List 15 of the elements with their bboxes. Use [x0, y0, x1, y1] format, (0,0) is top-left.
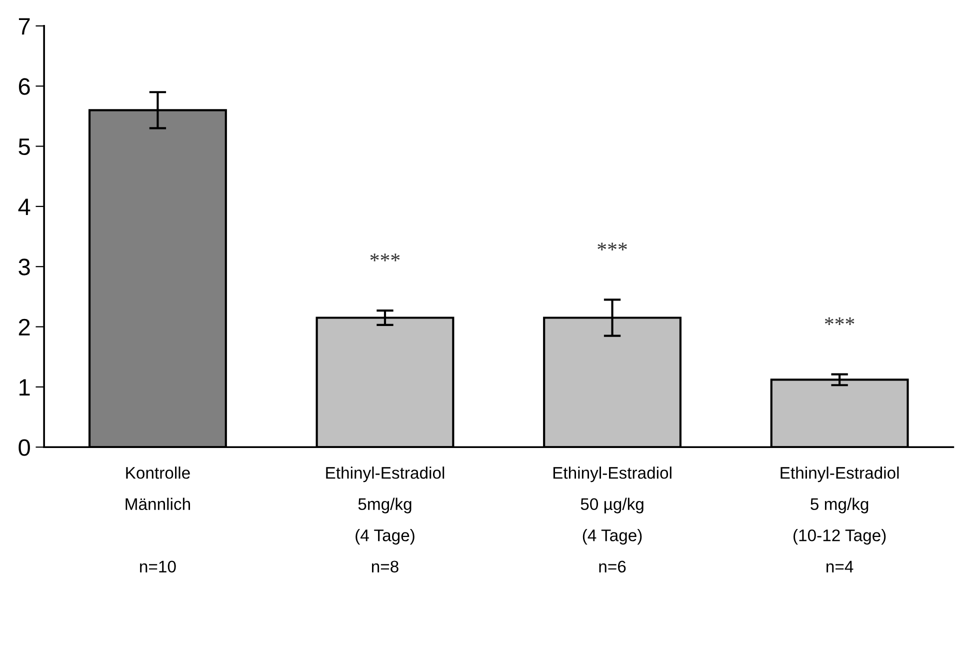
y-tick-label: 1 [20, 379, 30, 396]
y-tick-label: 7 [18, 18, 30, 34]
annotation: *** [824, 317, 854, 325]
y-tick-label: 0 [18, 439, 30, 456]
y-tick-label: 5 [18, 138, 30, 156]
category-label: Kontrolle Männlich n=10 [126, 466, 190, 573]
y-tick-label: 3 [18, 258, 30, 276]
y-tick-label: 6 [18, 78, 30, 95]
y-tick-label: 4 [18, 198, 30, 215]
x-tick-label: Ethinyl-Estradiol 5mg/kg (4 Tage) n=8 [326, 466, 444, 573]
x-tick-label: Ethinyl-Estradiol 5 mg/kg (10-12 Tage) n=4 [780, 466, 899, 572]
x-tick-label: Ethinyl-Estradiol 50 µg/kg (4 Tage) n=6 [553, 466, 672, 573]
annotation: *** [598, 242, 627, 250]
y-tick-label: 2 [18, 318, 30, 336]
annotation: *** [370, 254, 400, 262]
